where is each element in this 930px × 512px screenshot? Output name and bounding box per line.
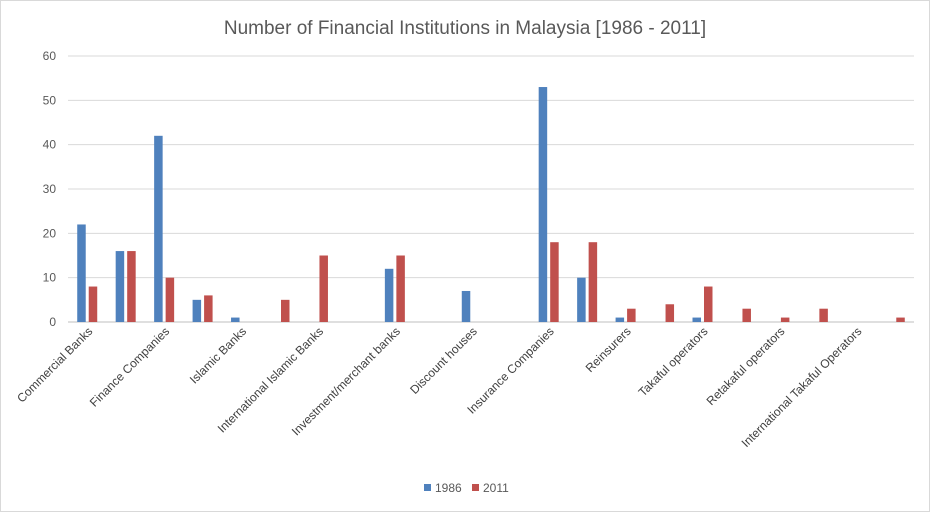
x-category-label: Takaful operators [636, 324, 711, 399]
bar-1986 [615, 317, 625, 322]
bar-1986 [77, 224, 86, 322]
bar-2011 [319, 255, 328, 322]
bar-2011 [550, 242, 559, 322]
x-category-label: Finance Companies [87, 324, 172, 409]
bar-2011 [780, 317, 790, 322]
y-axis-ticks: 0 10 20 30 40 50 60 [43, 49, 57, 329]
x-category-label: Reinsurers [583, 324, 634, 375]
legend-label: 2011 [483, 481, 509, 495]
x-category-label: Islamic Banks [187, 324, 249, 386]
y-tick-label: 20 [43, 226, 57, 240]
bar-1986 [538, 87, 548, 323]
y-tick-label: 50 [43, 93, 57, 107]
bar-2011 [204, 295, 213, 322]
bars [77, 87, 905, 323]
bar-2011 [665, 304, 675, 322]
y-tick-label: 40 [43, 138, 57, 152]
bar-1986 [154, 135, 163, 322]
bar-2011 [396, 255, 405, 322]
bar-1986 [192, 299, 202, 322]
bar-1986 [461, 290, 471, 322]
x-category-label: Discount houses [407, 324, 480, 397]
y-tick-label: 30 [43, 182, 57, 196]
x-category-label: Insurance Companies [464, 324, 556, 416]
bar-2011 [127, 251, 136, 322]
y-tick-label: 10 [43, 271, 57, 285]
bar-2011 [704, 286, 713, 322]
bar-2011 [896, 317, 905, 322]
x-category-label: Retakaful operators [704, 324, 788, 408]
bar-2011 [819, 308, 828, 322]
legend-label: 1986 [435, 481, 462, 495]
gridlines [68, 55, 914, 323]
bar-2011 [627, 308, 636, 322]
chart-title: Number of Financial Institutions in Mala… [224, 18, 706, 39]
bar-2011 [588, 242, 598, 322]
bar-1986 [384, 268, 394, 322]
bar-2011 [165, 277, 175, 322]
legend-swatch-1986 [424, 484, 431, 491]
bar-2011 [742, 308, 751, 322]
legend: 1986 2011 [424, 481, 509, 495]
y-tick-label: 0 [49, 315, 56, 329]
bar-2011 [281, 299, 290, 322]
x-category-label: Commercial Banks [14, 324, 95, 405]
bar-1986 [231, 317, 240, 322]
legend-swatch-2011 [472, 484, 479, 491]
bar-1986 [692, 317, 701, 322]
bar-1986 [577, 277, 586, 322]
bar-1986 [115, 251, 125, 322]
y-tick-label: 60 [43, 49, 57, 63]
bar-2011 [88, 286, 98, 322]
